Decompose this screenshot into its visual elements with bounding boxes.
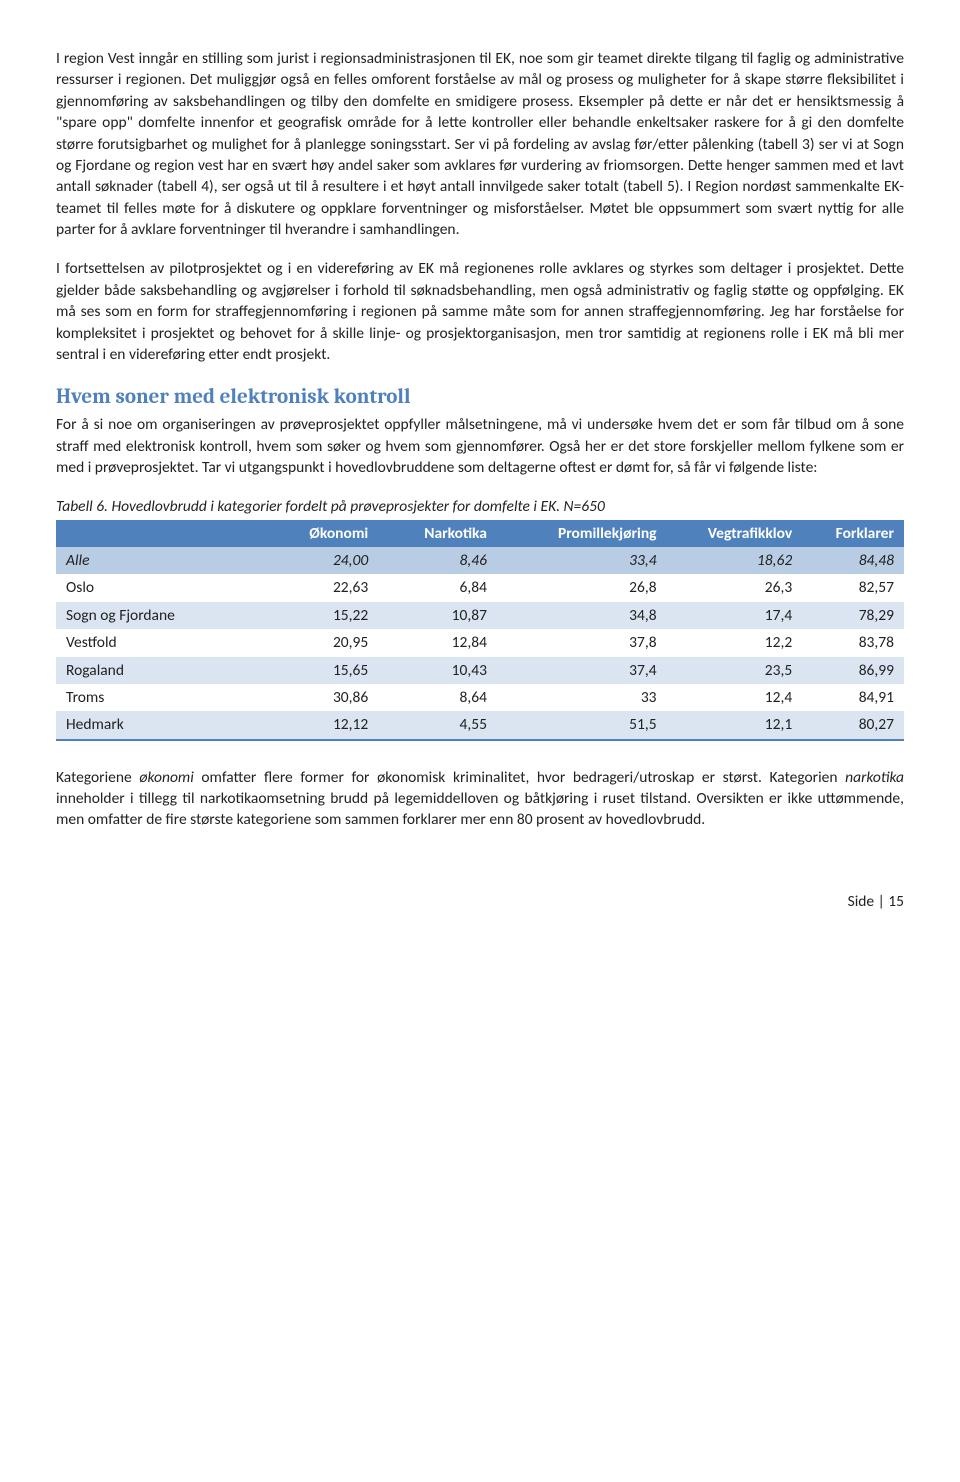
table-cell: Oslo [56, 574, 260, 601]
table-cell: 80,27 [802, 711, 904, 739]
body-paragraph-3: For å si noe om organiseringen av prøvep… [56, 414, 904, 478]
table-cell: 30,86 [260, 684, 379, 711]
table-cell: 10,43 [378, 657, 497, 684]
table-cell: 6,84 [378, 574, 497, 601]
page-footer: Side | 15 [56, 891, 904, 912]
table-cell: 34,8 [497, 602, 667, 629]
table-cell: 83,78 [802, 629, 904, 656]
table-row: Hedmark12,124,5551,512,180,27 [56, 711, 904, 739]
table-cell: 12,4 [667, 684, 803, 711]
body-paragraph-1: I region Vest inngår en stilling som jur… [56, 48, 904, 240]
table-cell: 8,46 [378, 547, 497, 574]
table-cell: 84,48 [802, 547, 904, 574]
body-paragraph-4: Kategoriene økonomi omfatter flere forme… [56, 767, 904, 831]
table-cell: 26,8 [497, 574, 667, 601]
table-cell: 33,4 [497, 547, 667, 574]
table-cell: 12,84 [378, 629, 497, 656]
table-body: Alle24,008,4633,418,6284,48Oslo22,636,84… [56, 547, 904, 740]
table-cell: 22,63 [260, 574, 379, 601]
table-cell: 23,5 [667, 657, 803, 684]
table-cell: 26,3 [667, 574, 803, 601]
table-cell: Vestfold [56, 629, 260, 656]
table-row: Alle24,008,4633,418,6284,48 [56, 547, 904, 574]
table-cell: 18,62 [667, 547, 803, 574]
table-cell: 15,22 [260, 602, 379, 629]
table-cell: 37,8 [497, 629, 667, 656]
table-cell: 24,00 [260, 547, 379, 574]
table-cell: 10,87 [378, 602, 497, 629]
table-cell: 84,91 [802, 684, 904, 711]
table-cell: 12,1 [667, 711, 803, 739]
table-cell: 86,99 [802, 657, 904, 684]
table-caption: Tabell 6. Hovedlovbrudd i kategorier for… [56, 496, 904, 517]
table-cell: Sogn og Fjordane [56, 602, 260, 629]
table-header: ØkonomiNarkotikaPromillekjøringVegtrafik… [56, 520, 904, 547]
table-column-header [56, 520, 260, 547]
table-cell: 33 [497, 684, 667, 711]
body-paragraph-2: I fortsettelsen av pilotprosjektet og i … [56, 258, 904, 365]
table-cell: 4,55 [378, 711, 497, 739]
table-cell: 12,2 [667, 629, 803, 656]
table-column-header: Promillekjøring [497, 520, 667, 547]
table-cell: Alle [56, 547, 260, 574]
table-column-header: Vegtrafikklov [667, 520, 803, 547]
data-table: ØkonomiNarkotikaPromillekjøringVegtrafik… [56, 520, 904, 741]
table-cell: 8,64 [378, 684, 497, 711]
table-row: Rogaland15,6510,4337,423,586,99 [56, 657, 904, 684]
table-cell: 17,4 [667, 602, 803, 629]
table-column-header: Økonomi [260, 520, 379, 547]
table-cell: 20,95 [260, 629, 379, 656]
table-cell: 12,12 [260, 711, 379, 739]
table-cell: Rogaland [56, 657, 260, 684]
table-cell: 51,5 [497, 711, 667, 739]
table-cell: Hedmark [56, 711, 260, 739]
table-row: Vestfold20,9512,8437,812,283,78 [56, 629, 904, 656]
table-row: Oslo22,636,8426,826,382,57 [56, 574, 904, 601]
table-row: Troms30,868,643312,484,91 [56, 684, 904, 711]
table-cell: 78,29 [802, 602, 904, 629]
table-column-header: Narkotika [378, 520, 497, 547]
table-row: Sogn og Fjordane15,2210,8734,817,478,29 [56, 602, 904, 629]
table-cell: Troms [56, 684, 260, 711]
section-heading: Hvem soner med elektronisk kontroll [56, 383, 904, 412]
table-cell: 15,65 [260, 657, 379, 684]
table-cell: 37,4 [497, 657, 667, 684]
table-cell: 82,57 [802, 574, 904, 601]
table-column-header: Forklarer [802, 520, 904, 547]
